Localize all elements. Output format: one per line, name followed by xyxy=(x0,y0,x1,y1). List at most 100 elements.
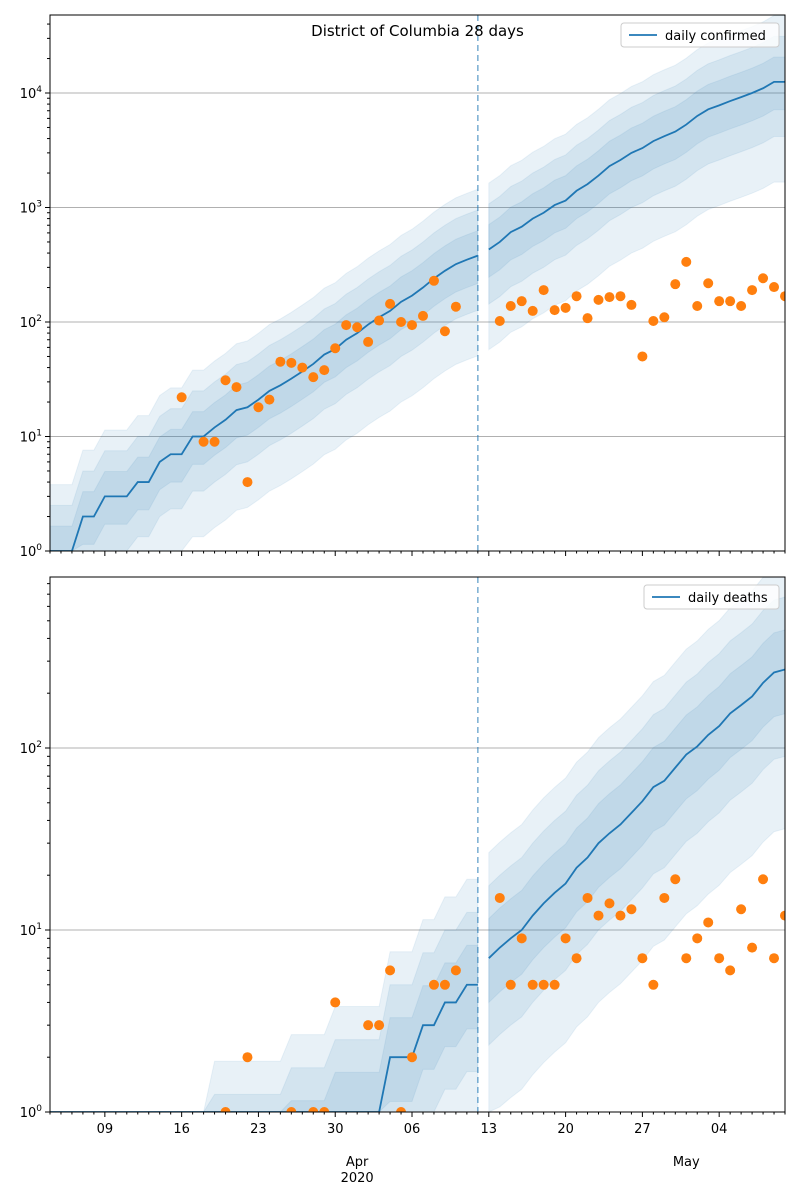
observed-point xyxy=(527,979,538,990)
observed-point xyxy=(637,351,648,362)
observed-point xyxy=(220,375,231,386)
observed-point xyxy=(626,904,637,915)
observed-point xyxy=(593,910,604,921)
observed-point xyxy=(220,1107,231,1112)
observed-point xyxy=(758,273,769,284)
uncertainty-band xyxy=(50,878,479,1112)
observed-point xyxy=(703,917,714,928)
observed-point xyxy=(747,942,758,953)
x-tick-label: 20 xyxy=(557,1122,574,1137)
plot-area xyxy=(50,577,785,1112)
observed-point xyxy=(396,317,407,328)
observed-point xyxy=(494,316,505,327)
uncertainty-band xyxy=(488,629,785,1004)
observed-point xyxy=(341,320,352,331)
x-tick-label: 27 xyxy=(634,1122,651,1137)
y-tick-label: 102 xyxy=(20,314,42,331)
observed-point xyxy=(505,300,516,311)
legend-box xyxy=(620,22,780,48)
observed-point xyxy=(670,874,681,885)
observed-point xyxy=(363,1020,374,1031)
observed-point xyxy=(681,256,692,267)
observed-point xyxy=(769,282,780,293)
observed-point xyxy=(286,1107,297,1112)
uncertainty-band xyxy=(488,56,785,279)
observed-point xyxy=(703,278,714,289)
observed-point xyxy=(692,933,703,944)
y-tick-label: 101 xyxy=(20,429,42,446)
observed-point xyxy=(516,296,527,307)
observed-point xyxy=(659,312,670,323)
observed-point xyxy=(582,892,593,903)
observed-point xyxy=(308,1107,319,1112)
observed-point xyxy=(319,365,330,376)
x-tick-label: 09 xyxy=(97,1122,114,1137)
observed-point xyxy=(538,285,549,296)
observed-point xyxy=(560,302,571,313)
y-tick-label: 100 xyxy=(20,1104,43,1121)
observed-point xyxy=(615,910,626,921)
observed-point xyxy=(736,904,747,915)
observed-point xyxy=(308,372,319,383)
observed-point xyxy=(670,279,681,290)
observed-point xyxy=(516,933,527,944)
observed-point xyxy=(758,874,769,885)
observed-point xyxy=(374,315,385,326)
observed-point xyxy=(231,382,242,393)
x-month-label: May xyxy=(673,1155,700,1170)
observed-point xyxy=(648,979,659,990)
uncertainty-band xyxy=(488,35,785,306)
x-year-label: 2020 xyxy=(341,1171,374,1186)
observed-point xyxy=(659,892,670,903)
observed-point xyxy=(615,291,626,302)
observed-point xyxy=(769,953,780,964)
uncertainty-band xyxy=(488,15,785,351)
observed-point xyxy=(604,898,615,909)
observed-point xyxy=(571,291,582,302)
observed-point xyxy=(582,313,593,324)
legend-box xyxy=(643,584,780,610)
observed-point xyxy=(692,300,703,311)
x-tick-label: 13 xyxy=(481,1122,498,1137)
observed-point xyxy=(428,979,439,990)
observed-point xyxy=(450,301,461,312)
observed-point xyxy=(242,1052,253,1063)
observed-point xyxy=(747,285,758,296)
deaths-panel: 100 101 102 daily deaths xyxy=(20,576,786,1121)
observed-point xyxy=(417,310,428,321)
x-tick-label: 04 xyxy=(711,1122,728,1137)
observed-point xyxy=(407,1052,418,1063)
observed-point xyxy=(549,305,560,316)
observed-point xyxy=(450,965,461,976)
uncertainty-band xyxy=(50,229,479,551)
y-tick-label: 104 xyxy=(20,85,43,102)
plot-area xyxy=(50,15,785,551)
observed-point xyxy=(527,305,538,316)
y-tick-label: 100 xyxy=(20,543,43,560)
x-tick-label: 16 xyxy=(173,1122,190,1137)
observed-point xyxy=(396,1107,407,1112)
observed-point xyxy=(780,910,785,921)
observed-point xyxy=(714,953,725,964)
confirmed-panel: 100 101 102 103 104 daily confirmed District o… xyxy=(20,14,786,560)
observed-point xyxy=(648,316,659,327)
observed-point xyxy=(714,296,725,307)
observed-point xyxy=(626,299,637,310)
legend-label: daily confirmed xyxy=(665,29,766,44)
observed-point xyxy=(385,965,396,976)
observed-point xyxy=(253,402,264,413)
observed-point xyxy=(439,979,450,990)
observed-point xyxy=(494,892,505,903)
x-tick-label: 06 xyxy=(404,1122,421,1137)
median-line xyxy=(488,81,785,251)
x-month-label: Apr xyxy=(346,1155,369,1170)
axes-frame xyxy=(49,576,786,1113)
median-line xyxy=(488,668,785,959)
chart-title: District of Columbia 28 days xyxy=(311,22,524,40)
uncertainty-band xyxy=(488,596,785,1047)
observed-point xyxy=(209,436,220,447)
x-tick-label: 23 xyxy=(250,1122,267,1137)
observed-point xyxy=(538,979,549,990)
